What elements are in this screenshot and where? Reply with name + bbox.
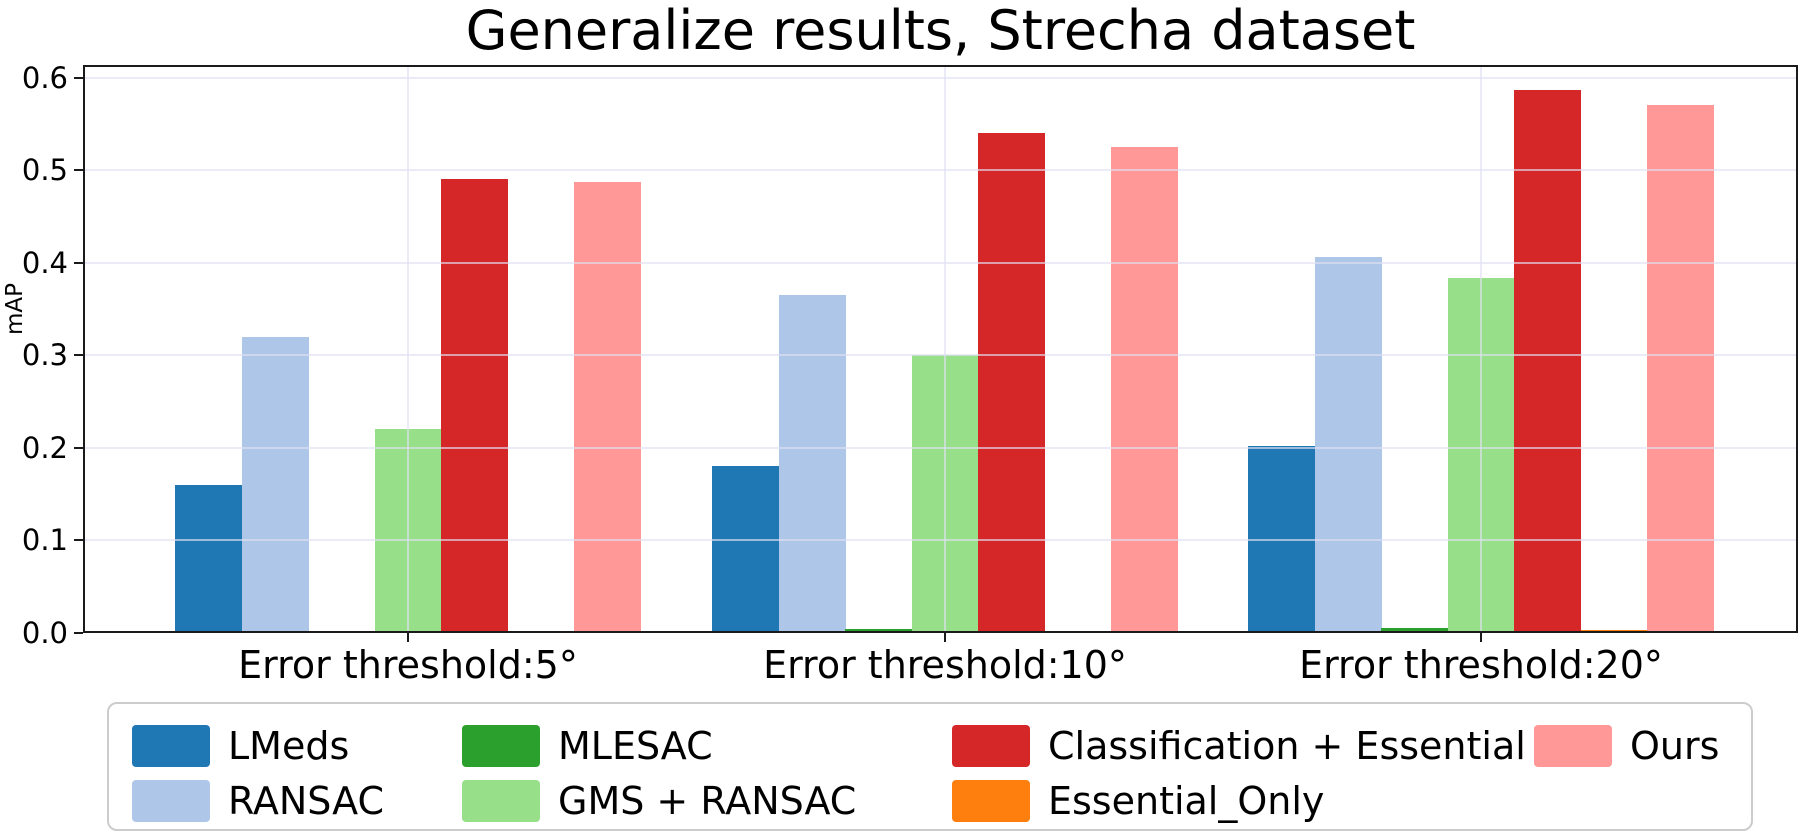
legend-swatch-essential-only [952, 780, 1030, 822]
bar-classification-essential-group2 [978, 133, 1045, 633]
legend-swatch-mlesac [462, 725, 540, 767]
y-tick-label-0.6: 0.6 [21, 61, 68, 95]
x-tick-label-group3: Error threshold:20° [1299, 643, 1663, 687]
legend-label-ransac: RANSAC [228, 779, 384, 823]
y-tick-mark-0.2 [74, 447, 83, 449]
gridline-x-group2 [944, 65, 946, 633]
y-tick-label-0.2: 0.2 [21, 431, 68, 465]
gridline-y-0.2 [83, 447, 1798, 449]
y-tick-label-0.0: 0.0 [21, 616, 68, 650]
y-tick-mark-0.4 [74, 262, 83, 264]
legend-swatch-gms-ransac [462, 780, 540, 822]
legend-swatch-ransac [132, 780, 210, 822]
legend-label-ours: Ours [1630, 724, 1720, 768]
legend-swatch-lmeds [132, 725, 210, 767]
gridline-y-0.3 [83, 354, 1798, 356]
y-tick-label-0.4: 0.4 [21, 246, 68, 280]
legend-label-lmeds: LMeds [228, 724, 350, 768]
y-tick-mark-0.3 [74, 354, 83, 356]
spine-right [1796, 65, 1798, 633]
bar-ours-group1 [574, 182, 641, 633]
y-tick-mark-0.5 [74, 169, 83, 171]
x-tick-mark-group2 [944, 633, 946, 642]
legend-label-essential-only: Essential_Only [1048, 779, 1325, 823]
legend-swatch-classification-essential [952, 725, 1030, 767]
x-tick-mark-group1 [407, 633, 409, 642]
gridline-x-group1 [407, 65, 409, 633]
bar-ransac-group1 [242, 337, 309, 633]
bar-classification-essential-group1 [441, 179, 508, 633]
legend-label-gms-ransac: GMS + RANSAC [558, 779, 857, 823]
legend-label-mlesac: MLESAC [558, 724, 713, 768]
bar-classification-essential-group3 [1514, 90, 1581, 633]
bar-ours-group3 [1647, 105, 1714, 633]
gridline-y-0.5 [83, 169, 1798, 171]
bar-lmeds-group2 [712, 466, 779, 633]
x-tick-label-group1: Error threshold:5° [238, 643, 578, 687]
y-tick-label-0.3: 0.3 [21, 338, 68, 372]
bar-ransac-group2 [779, 295, 846, 633]
bar-lmeds-group1 [175, 485, 242, 633]
y-tick-mark-0.6 [74, 77, 83, 79]
gridline-y-0.4 [83, 262, 1798, 264]
plot-area [83, 65, 1798, 633]
legend-swatch-ours [1534, 725, 1612, 767]
gridline-x-group3 [1480, 65, 1482, 633]
legend: LMeds RANSAC MLESAC GMS + RANSAC Classificat… [107, 702, 1753, 831]
chart-title: Generalize results, Strecha dataset [465, 0, 1416, 62]
y-tick-label-0.5: 0.5 [21, 153, 68, 187]
y-tick-mark-0.0 [74, 632, 83, 634]
bar-ours-group2 [1111, 147, 1178, 633]
spine-bottom [83, 631, 1798, 633]
y-tick-label-0.1: 0.1 [21, 523, 68, 557]
spine-left [83, 65, 85, 633]
x-tick-label-group2: Error threshold:10° [763, 643, 1127, 687]
gridline-y-0.1 [83, 539, 1798, 541]
spine-top [83, 65, 1798, 67]
bar-mlesac-group3 [1381, 628, 1448, 633]
legend-label-classification-essential: Classification + Essential [1048, 724, 1526, 768]
x-tick-mark-group3 [1480, 633, 1482, 642]
y-tick-mark-0.1 [74, 539, 83, 541]
bar-ransac-group3 [1315, 257, 1382, 633]
gridline-y-0.6 [83, 77, 1798, 79]
